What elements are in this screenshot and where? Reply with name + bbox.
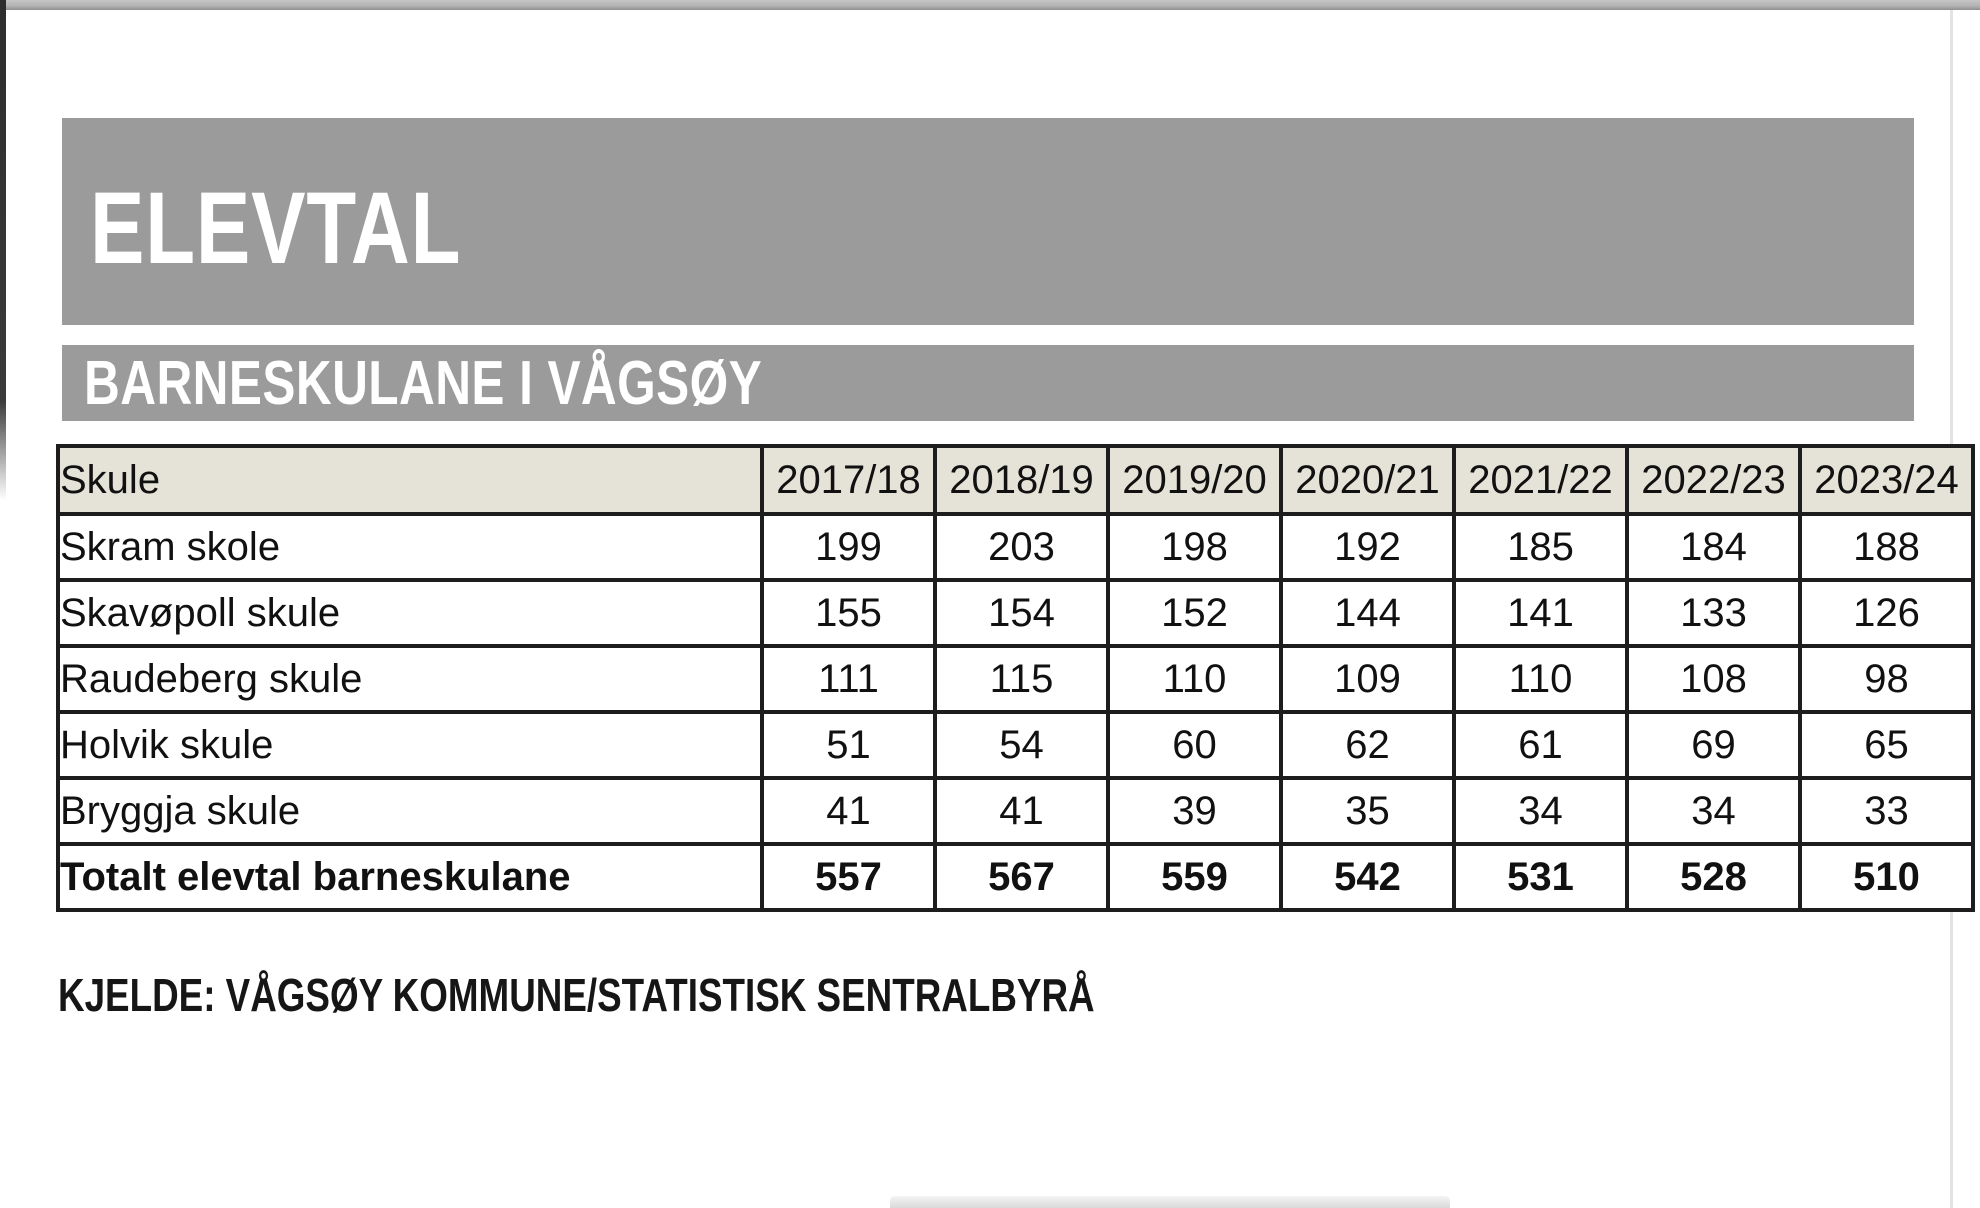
cell-value: 69 <box>1625 710 1802 780</box>
table-body: Skram skole 199 203 198 192 185 184 188 Skavøpol… <box>56 512 1975 912</box>
title-banner: ELEVTAL <box>62 118 1914 325</box>
cell-value: 109 <box>1279 644 1456 714</box>
cell-value: 198 <box>1106 512 1283 582</box>
cell-value: 531 <box>1452 842 1629 912</box>
cell-value: 557 <box>760 842 937 912</box>
cell-value: 199 <box>760 512 937 582</box>
cell-value: 185 <box>1452 512 1629 582</box>
cell-value: 144 <box>1279 578 1456 648</box>
cell-value: 559 <box>1106 842 1283 912</box>
row-label: Skavøpoll skule <box>56 578 764 648</box>
table-header-row: Skule 2017/18 2018/19 2019/20 2020/21 2021/22… <box>56 444 1975 516</box>
cell-value: 62 <box>1279 710 1456 780</box>
cell-value: 192 <box>1279 512 1456 582</box>
cell-value: 110 <box>1106 644 1283 714</box>
cell-value: 115 <box>933 644 1110 714</box>
table-row: Holvik skule 51 54 60 62 61 69 65 <box>56 710 1975 780</box>
cell-value: 54 <box>933 710 1110 780</box>
column-header-year: 2017/18 <box>760 444 937 516</box>
row-label: Holvik skule <box>56 710 764 780</box>
cell-value: 528 <box>1625 842 1802 912</box>
cell-value: 141 <box>1452 578 1629 648</box>
column-header-skule: Skule <box>56 444 764 516</box>
cell-value: 133 <box>1625 578 1802 648</box>
table-row: Skavøpoll skule 155 154 152 144 141 133 126 <box>56 578 1975 648</box>
cell-value: 34 <box>1452 776 1629 846</box>
row-label: Totalt elevtal barneskulane <box>56 842 764 912</box>
cell-value: 65 <box>1798 710 1975 780</box>
cell-value: 110 <box>1452 644 1629 714</box>
left-edge-line <box>0 0 6 500</box>
subtitle-banner: BARNESKULANE I VÅGSØY <box>62 345 1914 421</box>
cell-value: 34 <box>1625 776 1802 846</box>
cell-value: 567 <box>933 842 1110 912</box>
cell-value: 60 <box>1106 710 1283 780</box>
page-title: ELEVTAL <box>90 171 462 285</box>
cell-value: 61 <box>1452 710 1629 780</box>
table-row: Totalt elevtal barneskulane 557 567 559 542 5… <box>56 842 1975 912</box>
row-label: Skram skole <box>56 512 764 582</box>
cell-value: 33 <box>1798 776 1975 846</box>
cell-value: 98 <box>1798 644 1975 714</box>
cell-value: 154 <box>933 578 1110 648</box>
cell-value: 35 <box>1279 776 1456 846</box>
elevtal-table: Skule 2017/18 2018/19 2019/20 2020/21 2021/22… <box>56 444 1975 912</box>
cell-value: 203 <box>933 512 1110 582</box>
cell-value: 51 <box>760 710 937 780</box>
table-header: Skule 2017/18 2018/19 2019/20 2020/21 2021/22… <box>56 444 1975 516</box>
table-row: Bryggja skule 41 41 39 35 34 34 33 <box>56 776 1975 846</box>
cell-value: 184 <box>1625 512 1802 582</box>
row-label: Bryggja skule <box>56 776 764 846</box>
cell-value: 126 <box>1798 578 1975 648</box>
bottom-partial-element <box>890 1196 1450 1208</box>
cell-value: 542 <box>1279 842 1456 912</box>
column-header-year: 2020/21 <box>1279 444 1456 516</box>
cell-value: 510 <box>1798 842 1975 912</box>
column-header-year: 2019/20 <box>1106 444 1283 516</box>
column-header-year: 2022/23 <box>1625 444 1802 516</box>
page-subtitle: BARNESKULANE I VÅGSØY <box>84 348 763 418</box>
cell-value: 41 <box>933 776 1110 846</box>
column-header-year: 2023/24 <box>1798 444 1975 516</box>
row-label: Raudeberg skule <box>56 644 764 714</box>
table-row: Skram skole 199 203 198 192 185 184 188 <box>56 512 1975 582</box>
cell-value: 108 <box>1625 644 1802 714</box>
table-row: Raudeberg skule 111 115 110 109 110 108 98 <box>56 644 1975 714</box>
cell-value: 41 <box>760 776 937 846</box>
source-credit: KJELDE: VÅGSØY KOMMUNE/STATISTISK SENTRA… <box>58 969 1095 1021</box>
column-header-year: 2018/19 <box>933 444 1110 516</box>
cell-value: 39 <box>1106 776 1283 846</box>
cell-value: 188 <box>1798 512 1975 582</box>
top-divider-line <box>0 0 1980 10</box>
cell-value: 155 <box>760 578 937 648</box>
column-header-year: 2021/22 <box>1452 444 1629 516</box>
cell-value: 152 <box>1106 578 1283 648</box>
cell-value: 111 <box>760 644 937 714</box>
